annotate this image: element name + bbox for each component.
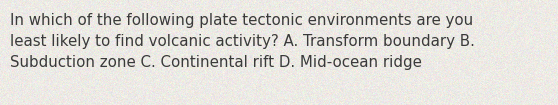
Text: In which of the following plate tectonic environments are you
least likely to fi: In which of the following plate tectonic… [10,13,475,70]
